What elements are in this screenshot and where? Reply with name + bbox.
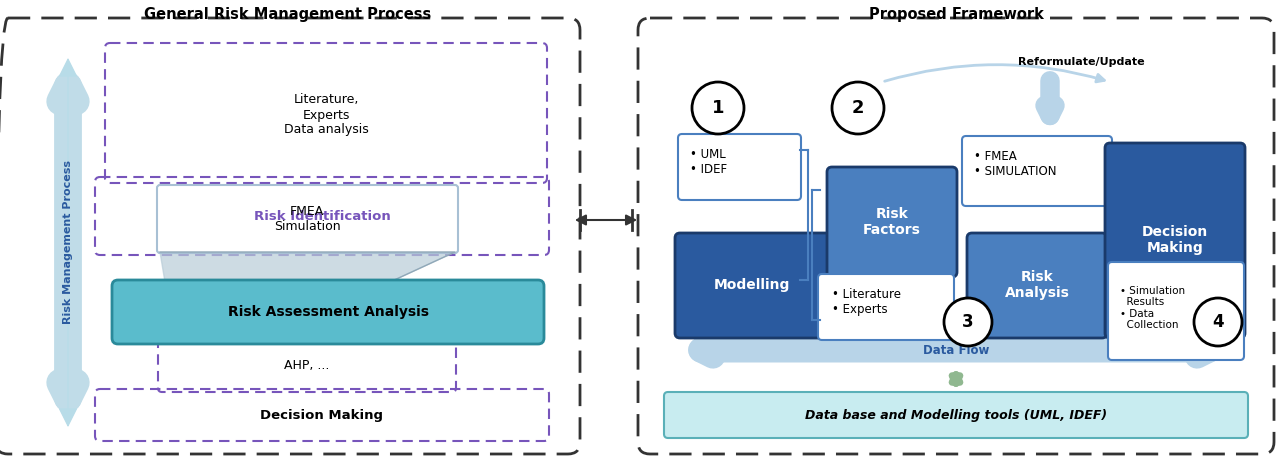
FancyArrowPatch shape [754,317,855,333]
Text: Literature,
Experts
Data analysis: Literature, Experts Data analysis [283,93,369,136]
FancyBboxPatch shape [962,136,1111,206]
Text: 2: 2 [852,99,864,117]
Text: • Literature
• Experts: • Literature • Experts [832,288,901,316]
Text: Risk Assessment Analysis: Risk Assessment Analysis [227,305,429,319]
Text: Decision Making: Decision Making [260,408,384,421]
FancyBboxPatch shape [675,233,829,338]
Text: AHP, ...: AHP, ... [285,359,329,372]
Text: • Simulation
  Results
• Data
  Collection: • Simulation Results • Data Collection [1120,286,1185,330]
Text: General Risk Management Process: General Risk Management Process [144,7,431,22]
FancyArrowPatch shape [884,65,1104,82]
Text: 4: 4 [1212,313,1224,331]
Text: Decision
Making: Decision Making [1142,225,1208,255]
FancyBboxPatch shape [678,134,801,200]
Text: • UML
• IDEF: • UML • IDEF [690,148,727,176]
Text: Risk Management Process: Risk Management Process [63,160,73,324]
Text: Risk
Analysis: Risk Analysis [1004,270,1069,300]
FancyBboxPatch shape [157,185,458,253]
FancyArrowPatch shape [831,301,1037,333]
FancyBboxPatch shape [1108,262,1244,360]
Circle shape [692,82,744,134]
FancyBboxPatch shape [827,167,957,277]
Text: Data Flow: Data Flow [923,344,989,357]
Text: Modelling: Modelling [713,278,790,292]
Text: Risk
Factors: Risk Factors [863,207,921,237]
FancyBboxPatch shape [967,233,1108,338]
Polygon shape [160,252,456,290]
FancyBboxPatch shape [112,280,544,344]
Text: 1: 1 [712,99,725,117]
Text: 3: 3 [962,313,974,331]
Text: Risk Identification: Risk Identification [254,209,390,223]
Circle shape [832,82,884,134]
Circle shape [1194,298,1242,346]
FancyBboxPatch shape [818,274,954,340]
Text: Reformulate/Update: Reformulate/Update [1018,57,1145,67]
Text: • FMEA
• SIMULATION: • FMEA • SIMULATION [974,150,1057,178]
Text: Data base and Modelling tools (UML, IDEF): Data base and Modelling tools (UML, IDEF… [805,408,1108,421]
Text: FMEA
Simulation: FMEA Simulation [273,205,341,233]
Circle shape [944,298,991,346]
Text: Proposed Framework: Proposed Framework [869,7,1044,22]
FancyBboxPatch shape [664,392,1248,438]
FancyBboxPatch shape [1105,143,1245,338]
